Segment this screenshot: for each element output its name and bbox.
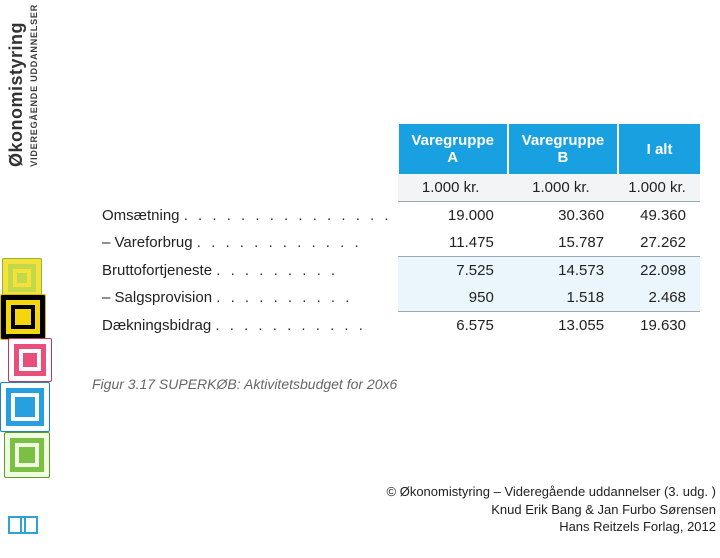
row-label: – Salgsprovision . . . . . . . . . . xyxy=(92,284,398,312)
value-cell: 11.475 xyxy=(398,229,508,257)
table-row: – Salgsprovision . . . . . . . . . . 950… xyxy=(92,284,700,312)
unit-row: 1.000 kr.1.000 kr.1.000 kr. xyxy=(92,174,700,202)
copyright-block: © Økonomistyring – Videregående uddannel… xyxy=(387,483,716,536)
swatch-square xyxy=(8,338,52,382)
row-label: Bruttofortjeneste . . . . . . . . . xyxy=(92,257,398,285)
table-row: Dækningsbidrag . . . . . . . . . . . 6.5… xyxy=(92,312,700,340)
table-row: Bruttofortjeneste . . . . . . . . . 7.52… xyxy=(92,257,700,285)
row-label: – Vareforbrug . . . . . . . . . . . . xyxy=(92,229,398,257)
unit-cell: 1.000 kr. xyxy=(398,174,508,202)
row-label-header xyxy=(92,124,398,174)
unit-cell: 1.000 kr. xyxy=(508,174,618,202)
activity-budget-table: Varegruppe AVaregruppe BI alt 1.000 kr.1… xyxy=(92,124,700,339)
value-cell: 15.787 xyxy=(508,229,618,257)
publisher-line: Hans Reitzels Forlag, 2012 xyxy=(387,518,716,536)
swatch-square xyxy=(0,294,46,340)
row-label: Omsætning . . . . . . . . . . . . . . . xyxy=(92,202,398,230)
value-cell: 2.468 xyxy=(618,284,700,312)
column-header: Varegruppe A xyxy=(398,124,508,174)
value-cell: 14.573 xyxy=(508,257,618,285)
value-cell: 13.055 xyxy=(508,312,618,340)
value-cell: 22.098 xyxy=(618,257,700,285)
authors-line: Knud Erik Bang & Jan Furbo Sørensen xyxy=(387,501,716,519)
page-content: Varegruppe AVaregruppe BI alt 1.000 kr.1… xyxy=(72,0,720,540)
value-cell: 950 xyxy=(398,284,508,312)
sidebar: Økonomistyring VIDEREGÅENDE UDDANNELSER xyxy=(0,0,56,540)
table-header-row: Varegruppe AVaregruppe BI alt xyxy=(92,124,700,174)
table-row: – Vareforbrug . . . . . . . . . . . . 11… xyxy=(92,229,700,257)
book-subtitle: VIDEREGÅENDE UDDANNELSER xyxy=(29,4,39,167)
value-cell: 49.360 xyxy=(618,202,700,230)
decorative-swatches xyxy=(0,258,56,558)
book-title: Økonomistyring xyxy=(6,22,27,167)
value-cell: 1.518 xyxy=(508,284,618,312)
row-label: Dækningsbidrag . . . . . . . . . . . xyxy=(92,312,398,340)
swatch-square xyxy=(2,258,42,298)
value-cell: 27.262 xyxy=(618,229,700,257)
column-header: Varegruppe B xyxy=(508,124,618,174)
sidebar-title: Økonomistyring VIDEREGÅENDE UDDANNELSER xyxy=(6,4,50,264)
column-header: I alt xyxy=(618,124,700,174)
value-cell: 7.525 xyxy=(398,257,508,285)
publisher-logo-icon xyxy=(8,516,46,534)
value-cell: 6.575 xyxy=(398,312,508,340)
swatch-square xyxy=(0,382,50,432)
copyright-line: © Økonomistyring – Videregående uddannel… xyxy=(387,483,716,501)
value-cell: 19.630 xyxy=(618,312,700,340)
figure-caption: Figur 3.17 SUPERKØB: Aktivitetsbudget fo… xyxy=(92,376,397,392)
table-row: Omsætning . . . . . . . . . . . . . . . … xyxy=(92,202,700,230)
value-cell: 30.360 xyxy=(508,202,618,230)
value-cell: 19.000 xyxy=(398,202,508,230)
unit-cell: 1.000 kr. xyxy=(618,174,700,202)
swatch-square xyxy=(4,432,50,478)
